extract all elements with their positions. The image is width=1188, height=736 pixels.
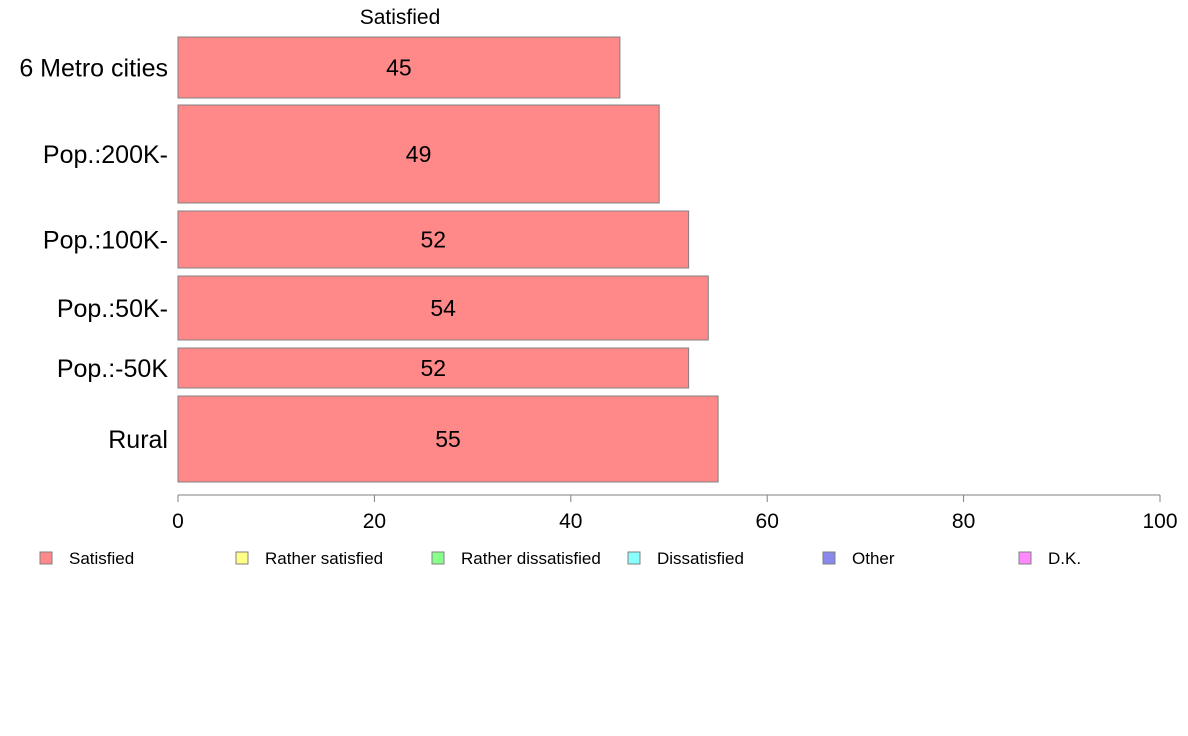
category-label-3: Pop.:50K-: [57, 295, 168, 323]
category-label-2: Pop.:100K-: [43, 227, 168, 255]
category-label-4: Pop.:-50K: [57, 355, 169, 383]
bar-4: [177, 347, 690, 389]
legend-swatch-3: [627, 551, 641, 565]
legend-label-4: Other: [852, 549, 895, 568]
category-label-5: Rural: [108, 426, 168, 454]
data-label-2: 52: [421, 227, 447, 253]
legend-label-0: Satisfied: [69, 549, 134, 568]
x-tick-label-0: 0: [172, 510, 184, 533]
legend-swatch-2: [431, 551, 445, 565]
data-label-0: 45: [386, 55, 412, 81]
bars-group: 45 6 Metro cities 49 Pop.:200K- 52 Pop.:100K-…: [19, 36, 719, 483]
bar-2: [177, 210, 690, 269]
data-label-1: 49: [406, 141, 432, 167]
legend-label-1: Rather satisfied: [265, 549, 383, 568]
legend: Satisfied Rather satisfied Rather dissatis…: [39, 549, 1081, 568]
bar-3: [177, 275, 709, 341]
legend-label-5: D.K.: [1048, 549, 1081, 568]
chart-title: Satisfied: [360, 6, 441, 29]
data-label-5: 55: [435, 426, 461, 452]
legend-swatch-4: [822, 551, 836, 565]
x-tick-label-5: 100: [1142, 510, 1177, 533]
legend-swatch-1: [235, 551, 249, 565]
legend-swatch-0: [39, 551, 53, 565]
bar-0: [177, 36, 621, 99]
legend-label-2: Rather dissatisfied: [461, 549, 601, 568]
bar-1: [177, 104, 660, 204]
bar-5: [177, 395, 719, 483]
category-label-1: Pop.:200K-: [43, 141, 168, 169]
x-tick-label-4: 80: [952, 510, 975, 533]
x-tick-label-2: 40: [559, 510, 582, 533]
data-label-4: 52: [421, 355, 447, 381]
legend-label-3: Dissatisfied: [657, 549, 744, 568]
category-label-0: 6 Metro cities: [19, 55, 168, 83]
x-tick-label-1: 20: [363, 510, 386, 533]
legend-swatch-5: [1018, 551, 1032, 565]
x-axis: 0 20 40 60 80 100: [172, 494, 1178, 533]
x-tick-label-3: 60: [756, 510, 779, 533]
data-label-3: 54: [430, 295, 456, 321]
